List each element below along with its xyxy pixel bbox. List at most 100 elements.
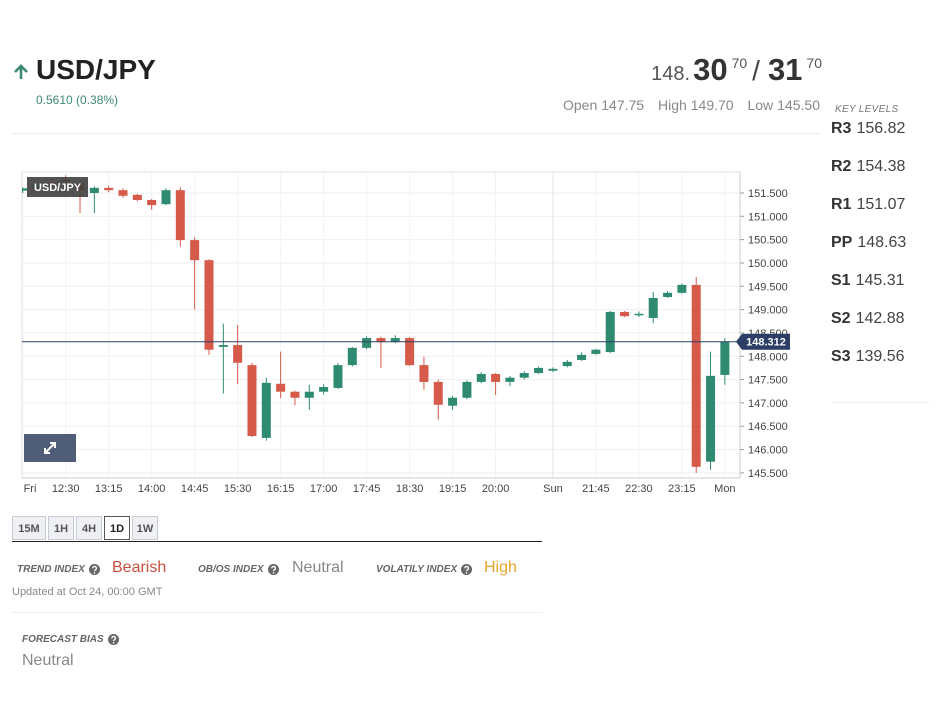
plot-area — [21, 171, 741, 479]
candle-body — [261, 382, 271, 438]
chart: 145.500 146.000 146.500 147.000 147.500 148.0… — [21, 171, 790, 495]
candle-body — [233, 345, 243, 363]
candle-body — [519, 373, 529, 378]
key-level: S1 145.31 — [831, 272, 905, 290]
x-tick-label: 22:30 — [625, 483, 653, 495]
candle-body — [405, 338, 415, 366]
index-label-text: TREND INDEX — [17, 564, 85, 575]
candle-body — [634, 313, 644, 316]
candle-body — [362, 338, 372, 348]
candle-body — [390, 338, 400, 342]
candle-body — [505, 377, 515, 382]
open-value: 147.75 — [601, 97, 645, 113]
index-label: VOLATILY INDEX — [376, 564, 473, 575]
candle-body — [706, 375, 716, 462]
forecast-value: Neutral — [22, 652, 74, 669]
x-tick-label: Mon — [714, 483, 735, 495]
timeframe-tab[interactable]: 4H — [76, 516, 102, 540]
candle-body — [161, 190, 171, 205]
y-tick-label: 145.500 — [748, 468, 788, 480]
key-level-name: S1 — [831, 272, 851, 289]
candle-body — [247, 365, 257, 437]
timeframe-tab[interactable]: 1H — [48, 516, 74, 540]
x-tick-label: 17:45 — [353, 483, 381, 495]
x-tick-label: 14:45 — [181, 483, 209, 495]
timeframe-tab[interactable]: 1W — [132, 516, 158, 540]
key-level: S2 142.88 — [831, 310, 905, 328]
y-tick-label: 147.000 — [748, 398, 788, 410]
quote: 148. 30 70 / 31 70 — [651, 52, 822, 88]
x-tick-label: 23:15 — [668, 483, 696, 495]
x-tick-label: Fri — [24, 483, 37, 495]
index-value: High — [484, 559, 517, 576]
key-level-name: R2 — [831, 158, 852, 175]
candle-body — [147, 199, 157, 206]
y-tick-label: 151.500 — [748, 188, 788, 200]
quote-prefix: 148. — [651, 63, 691, 85]
divider — [12, 612, 543, 613]
help-icon[interactable] — [88, 564, 100, 575]
candle-body — [376, 338, 386, 342]
candle-body — [319, 387, 329, 392]
key-level-name: R1 — [831, 196, 852, 213]
expand-icon — [44, 442, 56, 454]
candle-body — [190, 240, 200, 261]
timeframe-tab[interactable]: 1D — [104, 516, 130, 540]
y-tick-label: 150.000 — [748, 258, 788, 270]
help-icon[interactable] — [267, 564, 279, 575]
last-price-label: 148.312 — [746, 337, 786, 349]
key-level-value: 156.82 — [856, 120, 906, 137]
key-level-name: PP — [831, 234, 853, 251]
candle-body — [462, 381, 472, 398]
key-level: PP 148.63 — [831, 234, 906, 252]
series-label: USD/JPY — [34, 182, 82, 194]
index-label: OB/OS INDEX — [198, 564, 279, 575]
bid-pip: 70 — [731, 55, 748, 71]
x-tick-label: 21:45 — [582, 483, 610, 495]
candle-body — [204, 260, 214, 350]
candle-body — [175, 190, 185, 241]
y-tick-label: 149.000 — [748, 305, 788, 317]
key-level-name: R3 — [831, 120, 852, 137]
expand-button[interactable] — [24, 434, 76, 462]
divider — [832, 402, 930, 403]
high-label: High — [657, 97, 687, 113]
up-arrow-icon — [14, 64, 28, 79]
candle-body — [663, 292, 673, 298]
index-value: Neutral — [292, 559, 344, 576]
separator: / — [752, 55, 760, 86]
help-icon[interactable] — [461, 564, 473, 575]
help-icon[interactable] — [107, 634, 119, 645]
candle-body — [720, 341, 730, 375]
candle-body — [333, 365, 343, 388]
forecast-label: FORECAST BIAS — [22, 634, 119, 645]
timeframe-tabs: 15M 1H 4H 1D 1W — [12, 516, 160, 540]
bid: 30 — [693, 52, 728, 87]
change: 0.5610 (0.38%) — [36, 93, 119, 107]
candle-body — [648, 297, 658, 319]
key-level-value: 145.31 — [855, 272, 905, 289]
y-tick-label: 146.000 — [748, 445, 788, 457]
timeframe-tab[interactable]: 15M — [12, 516, 46, 540]
candle-body — [691, 284, 701, 467]
index-value: Bearish — [112, 559, 167, 576]
candle-body — [433, 381, 443, 405]
index-label-text: VOLATILY INDEX — [376, 564, 458, 575]
divider — [12, 133, 820, 134]
open-label: Open — [563, 97, 598, 113]
candle-body — [304, 391, 314, 398]
forecast-label-text: FORECAST BIAS — [22, 634, 104, 645]
key-level-value: 148.63 — [857, 234, 907, 251]
chart-body: 145.500 146.000 146.500 147.000 147.500 148.0… — [21, 171, 790, 495]
candle-body — [132, 194, 142, 200]
y-tick-label: 148.000 — [748, 351, 788, 363]
x-tick-label: 20:00 — [482, 483, 510, 495]
key-level: S3 139.56 — [831, 348, 905, 366]
candle-body — [89, 187, 99, 193]
tabs-underline — [12, 541, 542, 542]
candle-body — [491, 373, 501, 382]
series-label-box — [27, 177, 88, 197]
updated-note: Updated at Oct 24, 00:00 GMT — [12, 586, 163, 598]
candle-body — [118, 190, 128, 196]
y-tick-label: 147.500 — [748, 375, 788, 387]
